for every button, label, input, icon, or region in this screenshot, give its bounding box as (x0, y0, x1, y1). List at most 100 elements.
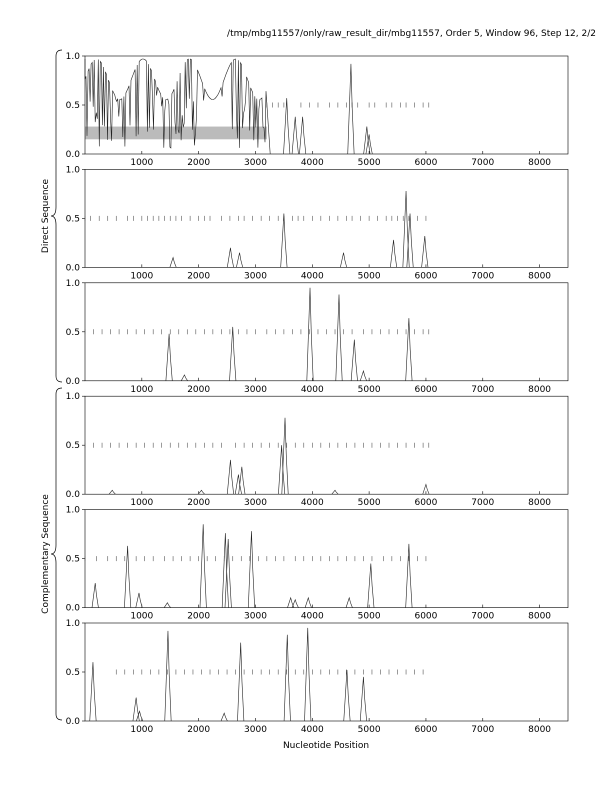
signal-peak (291, 598, 299, 608)
panel-direct-2: 0.0 0.5 1.0 1000 2000 3000 4000 5000 6000 7000 800… (66, 165, 569, 281)
signal-peak (108, 489, 116, 495)
x-tick-label: 7000 (471, 612, 494, 622)
x-tick-label: 8000 (528, 498, 551, 508)
signal-peak (359, 369, 367, 381)
x-tick-label: 3000 (244, 158, 267, 168)
signal-peak (198, 489, 205, 495)
y-tick-label: 1.0 (66, 506, 81, 516)
x-tick-label: 2000 (187, 612, 210, 622)
x-tick-label: 8000 (528, 271, 551, 281)
x-tick-label: 2000 (187, 385, 210, 395)
signal-peak (405, 318, 413, 381)
signal-peak (226, 247, 234, 268)
signal-peak (281, 417, 289, 495)
x-tick-label: 2000 (187, 271, 210, 281)
panel-direct-3: 0.0 0.5 1.0 1000 2000 3000 4000 5000 6000 7000 800… (66, 279, 569, 395)
signal-peak (367, 563, 375, 608)
signal-peak (402, 190, 410, 268)
signal-peak (91, 583, 99, 608)
x-axis-label: Nucleotide Position (283, 741, 369, 751)
x-tick-label: 8000 (528, 158, 551, 168)
y-tick-label: 0.0 (66, 377, 81, 387)
signal-peak (365, 134, 373, 155)
signal-peak (278, 445, 286, 495)
signal-peak (331, 489, 339, 495)
signal-peak (132, 697, 140, 722)
y-tick-label: 1.0 (66, 392, 81, 402)
y-tick-label: 0.5 (66, 328, 80, 338)
signal-peak (345, 596, 353, 608)
panel-complementary-2: 0.0 0.5 1.0 1000 2000 3000 4000 5000 6000 7000 800… (66, 506, 569, 622)
signal-peak (340, 252, 348, 268)
panel-frame (84, 395, 569, 495)
x-tick-label: 1000 (130, 158, 153, 168)
signal-peak (220, 712, 228, 722)
signal-peak (221, 533, 229, 608)
y-tick-label: 0.5 (66, 101, 80, 111)
x-tick-label: 7000 (471, 271, 494, 281)
y-tick-label: 1.0 (66, 52, 81, 62)
x-tick-label: 6000 (414, 158, 437, 168)
signal-peak (180, 374, 188, 381)
signal-peak (347, 63, 355, 155)
signal-peak (89, 662, 97, 722)
x-tick-label: 4000 (301, 725, 324, 735)
x-tick-label: 8000 (528, 385, 551, 395)
x-tick-label: 2000 (187, 498, 210, 508)
x-tick-label: 6000 (414, 498, 437, 508)
x-tick-label: 5000 (358, 385, 381, 395)
signal-peak (363, 126, 371, 155)
signal-peak (343, 670, 351, 722)
y-tick-label: 0.0 (66, 150, 81, 160)
signal-peak (306, 287, 314, 381)
y-tick-label: 1.0 (66, 279, 81, 289)
file-path-header: /tmp/mbg11557/only/raw_result_dir/mbg115… (227, 29, 596, 39)
complementary-brace (50, 387, 63, 721)
x-tick-label: 5000 (358, 271, 381, 281)
signal-peak (359, 676, 367, 722)
panel-complementary-1: 0.0 0.5 1.0 1000 2000 3000 4000 5000 6000 7000 800… (66, 392, 569, 508)
x-tick-label: 6000 (414, 385, 437, 395)
x-tick-label: 7000 (471, 158, 494, 168)
x-tick-label: 3000 (244, 498, 267, 508)
x-tick-label: 5000 (358, 158, 381, 168)
y-tick-label: 0.0 (66, 263, 81, 273)
signal-peak (136, 710, 144, 722)
signal-peak (283, 98, 291, 155)
x-tick-label: 3000 (244, 725, 267, 735)
signal-peak (422, 483, 430, 495)
signal-peak (405, 543, 413, 608)
x-tick-label: 5000 (358, 612, 381, 622)
y-tick-label: 1.0 (66, 165, 81, 175)
y-tick-label: 0.0 (66, 717, 81, 727)
x-tick-label: 7000 (471, 385, 494, 395)
signal-peak (164, 630, 172, 722)
x-tick-label: 8000 (528, 612, 551, 622)
dense-signal-trace (84, 58, 271, 155)
x-tick-label: 1000 (130, 385, 153, 395)
signal-peak (124, 545, 132, 608)
x-tick-label: 6000 (414, 725, 437, 735)
x-tick-label: 4000 (301, 158, 324, 168)
panel-frame (84, 622, 569, 722)
x-tick-label: 4000 (301, 612, 324, 622)
y-tick-label: 0.5 (66, 668, 80, 678)
signal-peak (234, 474, 242, 495)
signal-peak (390, 239, 398, 268)
signal-peak (238, 466, 246, 495)
signal-peak (135, 592, 143, 608)
x-tick-label: 3000 (244, 612, 267, 622)
signal-peak (237, 642, 245, 722)
x-tick-label: 6000 (414, 271, 437, 281)
signal-peak (350, 339, 358, 381)
signal-peak (287, 596, 295, 608)
x-tick-label: 3000 (244, 271, 267, 281)
y-tick-label: 0.5 (66, 555, 80, 565)
x-tick-label: 2000 (187, 725, 210, 735)
signal-peak (224, 538, 232, 608)
chart-panels: 0.0 0.5 1.0 1000 2000 3000 4000 5000 6000 7000 800… (66, 52, 569, 735)
signal-peak (421, 236, 429, 268)
x-tick-label: 7000 (471, 498, 494, 508)
panel-frame (84, 509, 569, 608)
